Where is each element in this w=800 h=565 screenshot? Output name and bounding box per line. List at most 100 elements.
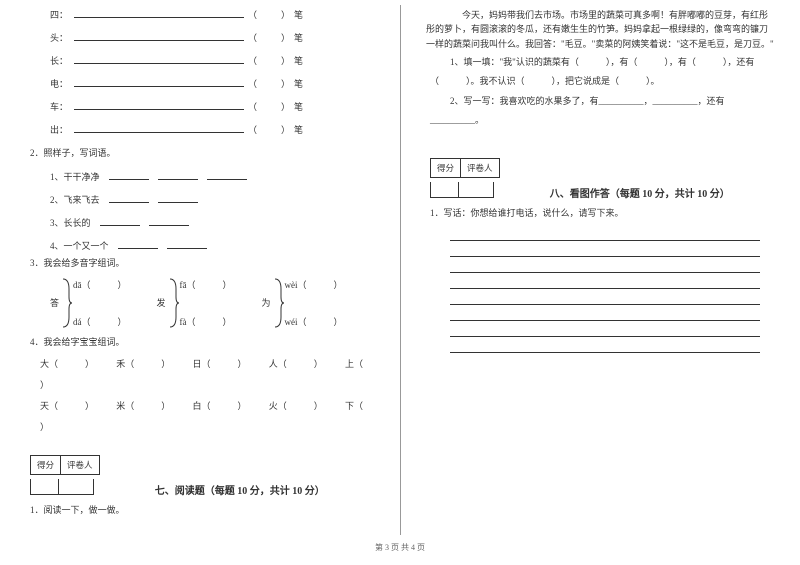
q2-item: 4、一个又一个 (50, 239, 380, 252)
stroke-row: 电： （ ） 笔 (50, 77, 380, 90)
stroke-blank (74, 54, 244, 64)
brace-icon (61, 277, 73, 329)
char-cell: 日（ ） (193, 357, 253, 370)
stroke-char: 车： (50, 100, 70, 113)
poly-reading: wéi（ ） (285, 315, 343, 328)
q2-item: 2、飞来飞去 (50, 193, 380, 206)
grader-cell (458, 182, 494, 198)
char-cell: 火（ ） (269, 399, 329, 412)
writing-line (450, 289, 760, 305)
q2-text: 3、长长的 (50, 218, 91, 228)
writing-line (450, 225, 760, 241)
fill-1b: （ ）。我不认识（ ），把它说成是（ ）。 (430, 74, 770, 89)
score-table: 得分 评卷人 (420, 144, 500, 202)
poly-reading: dā（ ） (73, 278, 127, 291)
poly-group: 答 dā（ ） dá（ ） (50, 277, 127, 329)
paren-open: （ (248, 8, 257, 21)
grader-cell (58, 479, 94, 495)
writing-line (450, 337, 760, 353)
q2-item: 3、长长的 (50, 216, 380, 229)
q2-text: 1、干干净净 (50, 172, 100, 182)
paren-close: ） (281, 77, 290, 90)
char-cell: 下（ (345, 401, 363, 411)
char-row: 天（ ） 米（ ） 白（ ） 火（ ） 下（ (40, 399, 380, 412)
stroke-blank (74, 8, 244, 18)
blank (158, 193, 198, 203)
paren-close: ） (281, 123, 290, 136)
stroke-list: 四： （ ） 笔 头： （ ） 笔 长： （ ） 笔 (20, 8, 380, 136)
stroke-char: 长： (50, 54, 70, 67)
poly-reading: wèi（ ） (285, 278, 343, 291)
right-column: 今天，妈妈带我们去市场。市场里的蔬菜可真多啊！有胖嘟嘟的豆芽，有红彤彤的萝卜，有… (400, 0, 800, 540)
q2-text: 2、飞来飞去 (50, 195, 100, 205)
paren-open: （ (248, 54, 257, 67)
paren-close: ） (281, 31, 290, 44)
score-cell (30, 479, 58, 495)
section-7-title: 七、阅读题（每题 10 分，共计 10 分） (100, 482, 380, 497)
blank (207, 170, 247, 180)
stroke-blank (74, 77, 244, 87)
fill-1a: 1、填一填："我"认识的蔬菜有（ ），有（ ），有（ ），还有 (450, 55, 770, 70)
char-row-end: ） (40, 420, 380, 433)
q3-label: 3．我会给多音字组词。 (30, 256, 380, 270)
char-cell: 白（ ） (193, 399, 253, 412)
grader-header: 评卷人 (460, 158, 500, 178)
stroke-char: 头： (50, 31, 70, 44)
stroke-blank (74, 123, 244, 133)
score-header: 得分 (30, 455, 60, 475)
q2-label: 2．照样子，写词语。 (30, 146, 380, 160)
stroke-unit: 笔 (294, 77, 303, 90)
poly-reading: fà（ ） (180, 315, 232, 328)
q2-item: 1、干干净净 (50, 170, 380, 183)
writing-line (450, 273, 760, 289)
stroke-row: 车： （ ） 笔 (50, 100, 380, 113)
blank (149, 216, 189, 226)
score-cell (430, 182, 458, 198)
writing-line (450, 241, 760, 257)
char-row: 大（ ） 禾（ ） 日（ ） 人（ ） 上（ (40, 357, 380, 370)
stroke-unit: 笔 (294, 123, 303, 136)
stroke-unit: 笔 (294, 100, 303, 113)
polyphone-row: 答 dā（ ） dá（ ） 发 fā（ ） fà（ ） 为 (50, 277, 380, 329)
blank (100, 216, 140, 226)
stroke-row: 头： （ ） 笔 (50, 31, 380, 44)
blank (167, 239, 207, 249)
paren-open: （ (248, 77, 257, 90)
fill-2b: __________。 (430, 113, 770, 128)
paren-open: （ (248, 123, 257, 136)
stroke-unit: 笔 (294, 54, 303, 67)
q7-1: 1．阅读一下，做一做。 (30, 503, 380, 517)
char-cell: 人（ ） (269, 357, 329, 370)
grader-header: 评卷人 (60, 455, 100, 475)
passage-text: 今天，妈妈带我们去市场。市场里的蔬菜可真多啊！有胖嘟嘟的豆芽，有红彤彤的萝卜，有… (426, 8, 774, 51)
stroke-row: 四： （ ） 笔 (50, 8, 380, 21)
poly-reading: fā（ ） (180, 278, 232, 291)
char-cell: 上（ (345, 359, 363, 369)
stroke-row: 出： （ ） 笔 (50, 123, 380, 136)
page-footer: 第 3 页 共 4 页 (0, 542, 800, 553)
left-column: 四： （ ） 笔 头： （ ） 笔 长： （ ） 笔 (0, 0, 400, 540)
poly-char: 发 (157, 296, 166, 309)
stroke-unit: 笔 (294, 8, 303, 21)
stroke-unit: 笔 (294, 31, 303, 44)
brace-icon (168, 277, 180, 329)
char-row-end: ） (40, 378, 380, 391)
stroke-blank (74, 100, 244, 110)
stroke-char: 四： (50, 8, 70, 21)
blank (109, 193, 149, 203)
paren-open: （ (248, 100, 257, 113)
score-table: 得分 评卷人 (20, 441, 100, 499)
paren-close: ） (281, 100, 290, 113)
writing-line (450, 305, 760, 321)
char-cell: 天（ ） (40, 399, 100, 412)
stroke-row: 长： （ ） 笔 (50, 54, 380, 67)
poly-char: 答 (50, 296, 59, 309)
stroke-char: 出： (50, 123, 70, 136)
fill-2a: 2、写一写：我喜欢吃的水果多了，有__________，__________，还… (450, 94, 770, 109)
poly-group: 为 wèi（ ） wéi（ ） (262, 277, 343, 329)
poly-group: 发 fā（ ） fà（ ） (157, 277, 232, 329)
poly-char: 为 (262, 296, 271, 309)
paren-close: ） (281, 54, 290, 67)
blank (118, 239, 158, 249)
score-header: 得分 (430, 158, 460, 178)
